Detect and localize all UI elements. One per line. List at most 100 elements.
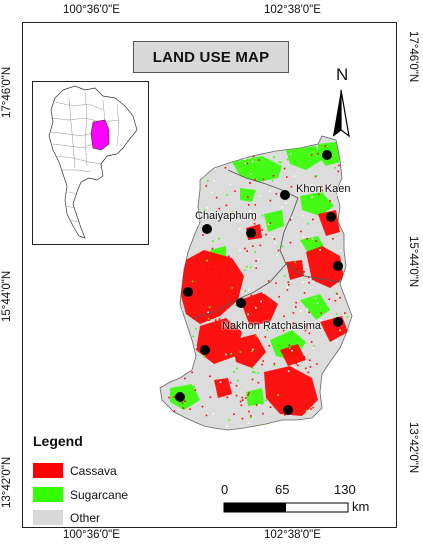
land-pixel xyxy=(227,255,230,258)
land-pixel xyxy=(246,266,248,268)
land-pixel xyxy=(288,344,291,347)
city-label-nakhon-ratchasima: Nakhon Ratchasima xyxy=(222,320,322,332)
scale-label-65: 65 xyxy=(275,482,290,497)
land-pixel xyxy=(160,242,161,245)
land-pixel xyxy=(346,205,349,208)
land-pixel xyxy=(308,281,310,284)
land-pixel xyxy=(284,414,286,416)
land-pixel xyxy=(286,176,288,178)
station-marker-icon xyxy=(333,317,343,327)
land-pixel xyxy=(213,136,216,138)
land-pixel xyxy=(287,281,290,283)
land-pixel xyxy=(160,425,161,428)
land-pixel xyxy=(341,353,343,356)
land-pixel xyxy=(258,403,261,406)
land-pixel xyxy=(194,153,196,155)
land-pixel xyxy=(319,319,322,322)
land-pixel xyxy=(163,294,166,297)
land-pixel xyxy=(206,271,209,273)
land-pixel xyxy=(320,188,323,191)
land-pixel xyxy=(255,307,257,309)
land-pixel xyxy=(307,239,310,242)
land-pixel xyxy=(295,362,297,365)
land-pixel xyxy=(304,329,307,332)
station-marker-icon xyxy=(183,287,193,297)
land-pixel xyxy=(241,396,243,399)
land-pixel xyxy=(182,351,185,354)
land-pixel xyxy=(175,326,177,329)
land-pixel xyxy=(202,234,204,236)
land-pixel xyxy=(273,156,275,158)
land-pixel xyxy=(224,167,227,169)
land-pixel xyxy=(248,392,250,394)
land-pixel xyxy=(292,312,295,314)
thailand-outline xyxy=(48,85,138,239)
station-markers xyxy=(175,150,343,415)
land-pixel xyxy=(351,328,352,331)
land-pixel xyxy=(338,419,340,422)
coord-top-left: 100°36'0"E xyxy=(63,4,120,16)
land-pixel xyxy=(236,216,238,218)
land-pixel xyxy=(353,387,355,389)
city-label-chaiyaphum: Chaiyaphum xyxy=(195,210,257,222)
land-pixel xyxy=(335,340,338,343)
land-pixel xyxy=(161,236,164,239)
land-pixel xyxy=(209,396,212,399)
land-pixel xyxy=(205,267,208,269)
land-pixel xyxy=(254,204,257,206)
land-pixel xyxy=(324,145,327,147)
land-pixel xyxy=(257,372,259,374)
land-pixel xyxy=(326,374,329,377)
land-pixel xyxy=(195,258,198,260)
land-pixel xyxy=(180,238,182,241)
land-pixel xyxy=(262,412,264,415)
land-pixel xyxy=(305,409,308,412)
land-pixel xyxy=(190,264,193,267)
land-pixel xyxy=(162,180,165,183)
land-pixel xyxy=(281,245,284,248)
land-pixel xyxy=(172,137,175,140)
land-pixel xyxy=(251,367,254,369)
legend-swatch-other xyxy=(33,510,63,525)
land-pixel xyxy=(218,318,221,320)
land-pixel xyxy=(297,428,299,430)
land-pixel xyxy=(227,330,230,333)
land-pixel xyxy=(296,364,299,367)
land-pixel xyxy=(189,180,191,182)
land-pixel xyxy=(280,161,282,164)
land-pixel xyxy=(185,358,187,361)
land-pixel xyxy=(281,206,283,208)
land-pixel xyxy=(241,399,244,401)
land-pixel xyxy=(257,381,260,384)
land-pixel xyxy=(300,230,302,233)
land-pixel xyxy=(250,266,252,269)
land-pixel xyxy=(344,225,346,228)
land-pixel xyxy=(163,236,166,239)
station-marker-icon xyxy=(246,228,256,238)
land-pixel xyxy=(257,428,260,430)
land-pixel xyxy=(167,414,170,416)
land-pixel xyxy=(171,207,173,210)
land-pixel xyxy=(176,282,178,285)
land-pixel xyxy=(342,375,344,378)
land-pixel xyxy=(340,146,343,148)
land-pixel xyxy=(283,167,286,170)
legend-title: Legend xyxy=(33,433,83,449)
land-pixel xyxy=(298,325,301,327)
land-pixel xyxy=(269,222,272,224)
land-pixel xyxy=(255,335,258,337)
land-pixel xyxy=(305,404,307,406)
land-pixel xyxy=(179,277,181,280)
land-pixel xyxy=(302,281,304,284)
land-pixel xyxy=(341,423,343,425)
land-pixel xyxy=(203,355,206,357)
land-pixel xyxy=(254,302,256,304)
land-pixel xyxy=(304,325,307,328)
land-pixel xyxy=(190,217,193,220)
land-pixel xyxy=(183,232,186,234)
land-pixel xyxy=(351,356,352,359)
city-label-khon-kaen: Khon Kaen xyxy=(296,183,351,195)
land-pixel xyxy=(312,429,314,430)
land-pixel xyxy=(182,251,184,254)
coord-bottom-right: 102°38'0"E xyxy=(264,529,321,541)
